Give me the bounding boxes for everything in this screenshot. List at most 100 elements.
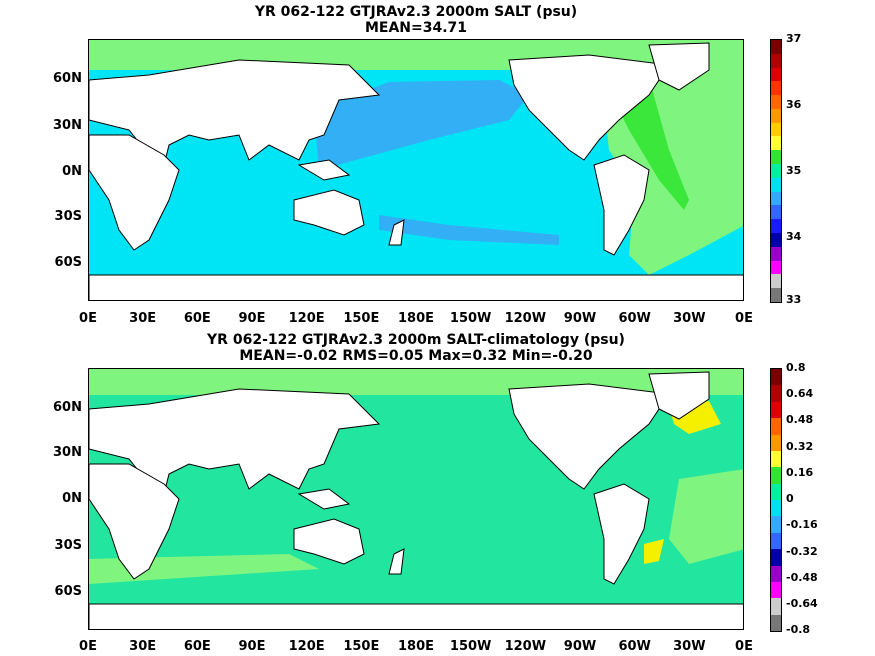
top-colorbar-swatch-1 (771, 53, 781, 68)
bottom-subtitle-stats: MEAN=-0.02 RMS=0.05 Max=0.32 Min=-0.20 (239, 348, 593, 364)
bottom-colorbar-swatch-1 (771, 385, 781, 402)
new-zealand-land (388, 219, 405, 246)
top-colorbar-swatch-6 (771, 122, 781, 137)
bottom-cbar-label-0.64: 0.64 (786, 387, 814, 400)
land-masses (89, 42, 743, 300)
lat-label-0n: 0N (62, 164, 82, 179)
anomaly-new-zealand-land (388, 548, 405, 575)
top-title: YR 062-122 GTJRAv2.3 2000m SALT (psu) (254, 4, 578, 20)
bottom-colorbar-swatch-0 (771, 369, 781, 386)
anomaly-argentine-yellow (644, 539, 664, 564)
bottom-cbar-label-neg0.32: -0.32 (786, 545, 818, 558)
top-cbar-label-33: 33 (786, 293, 802, 306)
bottom-lon-label-1: 30E (129, 639, 157, 654)
anomaly-south-america-land (593, 483, 650, 585)
top-lon-label-10: 60W (618, 311, 651, 326)
top-colorbar-swatch-18 (771, 288, 781, 302)
top-colorbar-swatch-16 (771, 260, 781, 275)
bottom-lon-label-7: 150W (449, 639, 492, 654)
bottom-colorbar-swatch-5 (771, 450, 781, 468)
top-subtitle-mean: MEAN=34.71 (364, 20, 468, 36)
top-colorbar-swatch-12 (771, 205, 781, 220)
lat-label-60s: 60S (54, 255, 82, 270)
bottom-colorbar-swatch-4 (771, 434, 781, 451)
top-lon-label-7: 150W (449, 311, 492, 326)
bottom-colorbar-swatch-8 (771, 500, 781, 517)
bottom-cbar-label-0.16: 0.16 (786, 466, 814, 479)
bottom-title: YR 062-122 GTJRAv2.3 2000m SALT-climatol… (207, 332, 625, 348)
top-cbar-label-37: 37 (786, 32, 802, 45)
greenland-land (648, 42, 710, 91)
top-colorbar-swatch-0 (771, 40, 781, 54)
anomaly-australia-land (293, 518, 365, 565)
top-cbar-label-35: 35 (786, 164, 802, 177)
bottom-cbar-label-0.8: 0.8 (786, 361, 806, 374)
bottom-lon-label-12: 0E (735, 639, 753, 654)
salt-anomaly-canvas (89, 369, 743, 629)
bottom-cbar-label-0: 0 (786, 492, 794, 505)
top-lon-label-8: 120W (504, 311, 547, 326)
anomaly-antarctica-land (89, 603, 743, 629)
bottom-cbar-label-neg0.48: -0.48 (786, 571, 818, 584)
south-pacific-tongue (379, 215, 559, 245)
top-colorbar (770, 39, 782, 303)
bottom-colorbar-swatch-14 (771, 598, 781, 615)
top-lon-label-11: 30W (673, 311, 706, 326)
bottom-lon-label-0: 0E (79, 639, 97, 654)
bottom-colorbar (770, 368, 782, 632)
lat-label-30s-bottom: 30S (54, 538, 82, 553)
south-america-land (593, 154, 650, 256)
top-lon-label-1: 30E (129, 311, 157, 326)
bottom-cbar-label-neg0.64: -0.64 (786, 597, 818, 610)
lat-label-30s: 30S (54, 209, 82, 224)
bottom-colorbar-swatch-6 (771, 467, 781, 484)
bottom-colorbar-swatch-10 (771, 532, 781, 550)
bottom-cbar-label-0.48: 0.48 (786, 413, 814, 426)
top-cbar-label-34: 34 (786, 230, 802, 243)
bottom-cbar-label-0.32: 0.32 (786, 440, 814, 453)
lat-label-0n-bottom: 0N (62, 491, 82, 506)
bottom-lon-label-4: 120E (288, 639, 325, 654)
bottom-colorbar-swatch-15 (771, 614, 781, 631)
top-colorbar-swatch-4 (771, 95, 781, 109)
lat-label-30n: 30N (53, 118, 82, 133)
indonesia-land (297, 159, 351, 181)
bottom-colorbar-swatch-2 (771, 401, 781, 419)
bottom-lon-label-8: 120W (504, 639, 547, 654)
bottom-colorbar-swatch-12 (771, 565, 781, 582)
top-colorbar-swatch-7 (771, 136, 781, 151)
bottom-lon-label-3: 90E (238, 639, 266, 654)
bottom-lon-label-6: 180E (397, 639, 435, 654)
top-colorbar-swatch-5 (771, 108, 781, 123)
top-colorbar-swatch-9 (771, 164, 781, 178)
top-cbar-label-36: 36 (786, 98, 802, 111)
top-lon-label-5: 150E (343, 311, 380, 326)
top-lon-label-2: 60E (183, 311, 211, 326)
bottom-lon-label-5: 150E (343, 639, 380, 654)
top-lon-label-12: 0E (735, 311, 753, 326)
lat-label-60n: 60N (53, 71, 82, 86)
top-colorbar-swatch-8 (771, 150, 781, 165)
top-lon-label-9: 90W (563, 311, 597, 326)
bottom-colorbar-swatch-11 (771, 549, 781, 566)
anomaly-africa-land (89, 463, 180, 580)
bottom-cbar-label-neg0.8: -0.8 (786, 623, 811, 636)
top-colorbar-swatch-11 (771, 191, 781, 206)
lat-label-30n-bottom: 30N (53, 445, 82, 460)
anomaly-atlantic-band (669, 469, 743, 564)
top-colorbar-swatch-15 (771, 246, 781, 261)
salt-map (88, 39, 744, 301)
lat-label-60n-bottom: 60N (53, 400, 82, 415)
bottom-colorbar-swatch-7 (771, 483, 781, 500)
bottom-colorbar-swatch-13 (771, 581, 781, 599)
antarctica-land (89, 274, 743, 300)
top-lon-label-0: 0E (79, 311, 97, 326)
top-lon-label-3: 90E (238, 311, 266, 326)
top-lon-label-4: 120E (288, 311, 325, 326)
top-colorbar-swatch-3 (771, 81, 781, 96)
top-colorbar-swatch-17 (771, 274, 781, 289)
bottom-lon-label-10: 60W (618, 639, 651, 654)
top-colorbar-swatch-14 (771, 232, 781, 247)
australia-land (293, 189, 365, 236)
anomaly-greenland-land (648, 371, 710, 420)
